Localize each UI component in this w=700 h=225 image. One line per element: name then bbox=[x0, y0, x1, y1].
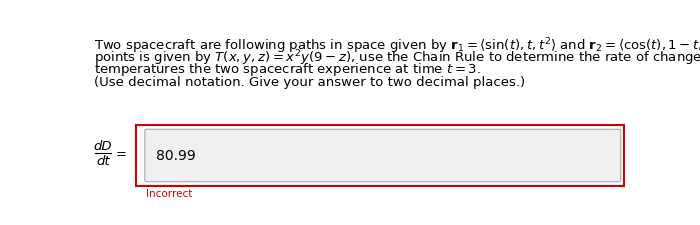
Text: points is given by $T(x, y, z) = x^2y(9-z)$, use the Chain Rule to determine the: points is given by $T(x, y, z) = x^2y(9-… bbox=[94, 48, 700, 68]
Text: (Use decimal notation. Give your answer to two decimal places.): (Use decimal notation. Give your answer … bbox=[94, 76, 525, 89]
Text: Incorrect: Incorrect bbox=[146, 188, 192, 198]
FancyBboxPatch shape bbox=[145, 130, 621, 182]
Text: dt: dt bbox=[96, 154, 110, 167]
Text: =: = bbox=[116, 147, 127, 160]
Text: 80.99: 80.99 bbox=[155, 149, 195, 163]
FancyBboxPatch shape bbox=[136, 125, 624, 187]
Text: dD: dD bbox=[94, 140, 112, 153]
Text: Two spacecraft are following paths in space given by $\mathbf{r}_1 = \langle\sin: Two spacecraft are following paths in sp… bbox=[94, 36, 700, 56]
Text: temperatures the two spacecraft experience at time $t = 3$.: temperatures the two spacecraft experien… bbox=[94, 61, 481, 78]
